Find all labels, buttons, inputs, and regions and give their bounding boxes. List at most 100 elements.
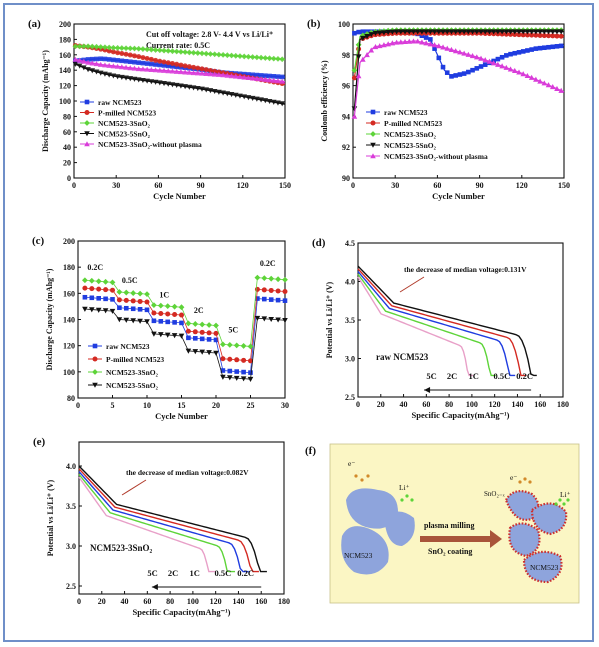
data-point-a bbox=[199, 70, 205, 76]
data-point-c bbox=[193, 336, 198, 341]
rate-label-c: 0.2C bbox=[260, 259, 276, 268]
data-point-b bbox=[486, 58, 493, 64]
y-tick-label-c: 100 bbox=[63, 368, 75, 377]
data-point-a bbox=[94, 56, 99, 62]
x-tick-label-d: 100 bbox=[466, 400, 478, 409]
legend-b-marker bbox=[370, 120, 376, 126]
data-point-a bbox=[249, 95, 256, 101]
data-point-a bbox=[194, 85, 201, 92]
data-point-c bbox=[234, 369, 239, 374]
electron-dot-right bbox=[523, 477, 527, 481]
series-line-b bbox=[353, 31, 564, 109]
data-point-b bbox=[537, 78, 543, 84]
data-point-a bbox=[136, 54, 142, 60]
x-tick-label-a: 150 bbox=[279, 181, 291, 190]
data-point-b bbox=[528, 74, 535, 80]
data-point-b bbox=[457, 49, 463, 55]
data-point-a bbox=[165, 60, 171, 66]
data-point-b bbox=[436, 29, 442, 35]
y-tick-label-c: 80 bbox=[67, 394, 75, 403]
data-point-c bbox=[213, 350, 219, 356]
legend-a-marker bbox=[84, 110, 90, 115]
data-point-a bbox=[203, 87, 210, 93]
data-point-b bbox=[457, 29, 463, 35]
data-point-b bbox=[406, 29, 413, 35]
x-tick-label-c: 30 bbox=[281, 401, 289, 410]
y-tick-label-b: 90 bbox=[342, 174, 350, 183]
data-point-c bbox=[213, 330, 219, 336]
data-point-b bbox=[537, 29, 543, 35]
data-point-c bbox=[261, 316, 268, 322]
data-point-a bbox=[203, 67, 209, 73]
data-point-c bbox=[96, 296, 101, 301]
data-point-b bbox=[541, 80, 548, 86]
data-point-c bbox=[282, 276, 288, 283]
data-point-b bbox=[499, 54, 505, 60]
data-point-a bbox=[161, 81, 167, 87]
data-point-b bbox=[352, 30, 357, 36]
data-point-a bbox=[165, 47, 172, 54]
median-voltage-annotation-e: the decrease of median voltage:0.082V bbox=[126, 468, 249, 477]
particle-left-2 bbox=[384, 511, 415, 546]
x-axis-label-c: Cycle Number bbox=[155, 411, 208, 421]
y-axis-label-b: Coulomb efficiency (%) bbox=[320, 60, 329, 142]
data-point-b bbox=[478, 64, 484, 69]
data-point-c bbox=[268, 316, 274, 323]
x-tick-label-e: 140 bbox=[232, 597, 244, 606]
y-tick-label-e: 3.0 bbox=[66, 542, 76, 551]
legend-a-label: NCM523-3SnO₂ bbox=[98, 119, 151, 128]
data-point-c bbox=[164, 303, 171, 310]
x-tick-label-c: 0 bbox=[76, 401, 80, 410]
data-point-c bbox=[247, 343, 254, 350]
data-point-b bbox=[482, 29, 489, 35]
data-point-a bbox=[135, 45, 142, 52]
legend-b-marker bbox=[370, 153, 376, 159]
data-point-c bbox=[240, 376, 247, 382]
data-point-a bbox=[203, 70, 210, 76]
panel-label-a: (a) bbox=[28, 18, 41, 30]
data-point-c bbox=[282, 317, 288, 324]
data-point-a bbox=[131, 53, 137, 59]
x-tick-label-c: 25 bbox=[247, 401, 255, 410]
data-point-a bbox=[106, 72, 112, 78]
data-point-a bbox=[228, 92, 235, 98]
data-point-c bbox=[192, 321, 199, 327]
legend-a-marker bbox=[84, 131, 90, 137]
data-point-a bbox=[132, 59, 137, 65]
data-point-c bbox=[192, 349, 199, 355]
panel-label-d: (d) bbox=[312, 237, 326, 249]
y-tick-label-e: 4.0 bbox=[66, 462, 76, 471]
data-point-a bbox=[194, 50, 201, 56]
data-point-c bbox=[262, 296, 267, 302]
x-tick-label-e: 80 bbox=[166, 597, 174, 606]
data-point-a bbox=[224, 91, 231, 97]
data-point-c bbox=[164, 332, 171, 338]
electron-dot-left bbox=[354, 474, 358, 478]
y-tick-label-a: 20 bbox=[63, 159, 71, 168]
arrow-label-bottom: SnO₂ coating bbox=[428, 547, 472, 556]
data-point-a bbox=[123, 45, 129, 52]
y-tick-label-b: 96 bbox=[342, 82, 350, 91]
y-tick-label-a: 120 bbox=[59, 82, 71, 91]
data-point-b bbox=[428, 37, 433, 42]
data-point-a bbox=[131, 76, 138, 82]
data-point-b bbox=[554, 44, 560, 49]
data-point-b bbox=[529, 32, 535, 38]
data-point-b bbox=[423, 40, 429, 46]
data-point-c bbox=[241, 369, 246, 375]
data-point-b bbox=[507, 66, 514, 72]
rate-label-c: 0.5C bbox=[122, 276, 138, 285]
y-axis-label-e: Potential vs Li/Li⁺ (V) bbox=[46, 479, 55, 556]
x-tick-label-d: 0 bbox=[356, 400, 360, 409]
data-point-a bbox=[144, 46, 151, 53]
data-point-a bbox=[85, 59, 91, 65]
data-point-a bbox=[131, 65, 138, 71]
data-point-b bbox=[528, 29, 535, 35]
data-point-c bbox=[206, 350, 212, 356]
data-point-c bbox=[206, 330, 212, 336]
data-point-b bbox=[474, 66, 480, 71]
lithium-dot-right bbox=[566, 498, 570, 502]
data-point-b bbox=[449, 74, 454, 79]
data-point-b bbox=[364, 34, 370, 40]
data-point-c bbox=[227, 375, 233, 381]
